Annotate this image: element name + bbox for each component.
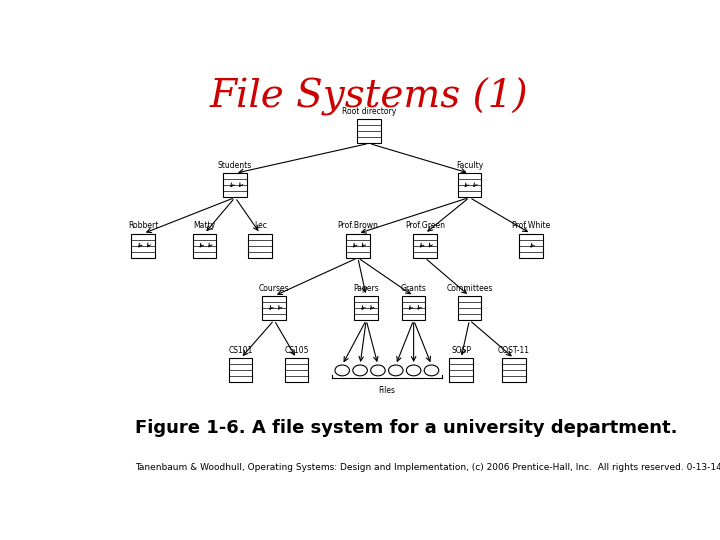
Bar bbox=[193, 234, 216, 258]
Text: Tanenbaum & Woodhull, Operating Systems: Design and Implementation, (c) 2006 Pre: Tanenbaum & Woodhull, Operating Systems:… bbox=[135, 463, 720, 472]
Text: Courses: Courses bbox=[258, 284, 289, 293]
Text: Faculty: Faculty bbox=[456, 161, 483, 170]
Bar bbox=[458, 296, 481, 320]
Bar bbox=[413, 234, 436, 258]
Bar bbox=[223, 173, 247, 198]
Text: Matty: Matty bbox=[194, 221, 215, 230]
Text: SOSP: SOSP bbox=[451, 346, 471, 355]
Circle shape bbox=[389, 365, 403, 376]
Text: CS105: CS105 bbox=[284, 346, 309, 355]
Bar bbox=[284, 359, 308, 382]
Bar bbox=[262, 296, 286, 320]
Circle shape bbox=[335, 365, 349, 376]
Text: Prof.White: Prof.White bbox=[511, 221, 551, 230]
Text: Lec: Lec bbox=[253, 221, 266, 230]
Bar bbox=[248, 234, 272, 258]
Bar bbox=[346, 234, 369, 258]
Text: Prof.Brown: Prof.Brown bbox=[338, 221, 378, 230]
Bar bbox=[402, 296, 426, 320]
Bar bbox=[519, 234, 543, 258]
Text: File Systems (1): File Systems (1) bbox=[210, 77, 528, 116]
Text: Robbert: Robbert bbox=[128, 221, 158, 230]
Circle shape bbox=[371, 365, 385, 376]
Bar bbox=[229, 359, 253, 382]
Text: COST-11: COST-11 bbox=[498, 346, 530, 355]
Text: Prof.Green: Prof.Green bbox=[405, 221, 445, 230]
Text: CS101: CS101 bbox=[228, 346, 253, 355]
Text: Grants: Grants bbox=[401, 284, 426, 293]
Text: Papers: Papers bbox=[354, 284, 379, 293]
Text: Figure 1-6. A file system for a university department.: Figure 1-6. A file system for a universi… bbox=[135, 419, 677, 437]
Text: Root directory: Root directory bbox=[342, 107, 396, 116]
Bar bbox=[357, 119, 381, 144]
Bar bbox=[131, 234, 155, 258]
Text: Committees: Committees bbox=[446, 284, 492, 293]
Circle shape bbox=[406, 365, 421, 376]
Bar bbox=[503, 359, 526, 382]
Text: Files: Files bbox=[378, 386, 395, 395]
Circle shape bbox=[353, 365, 367, 376]
Text: Students: Students bbox=[218, 161, 252, 170]
Bar bbox=[449, 359, 473, 382]
Bar bbox=[354, 296, 378, 320]
Circle shape bbox=[424, 365, 438, 376]
Bar bbox=[458, 173, 481, 198]
